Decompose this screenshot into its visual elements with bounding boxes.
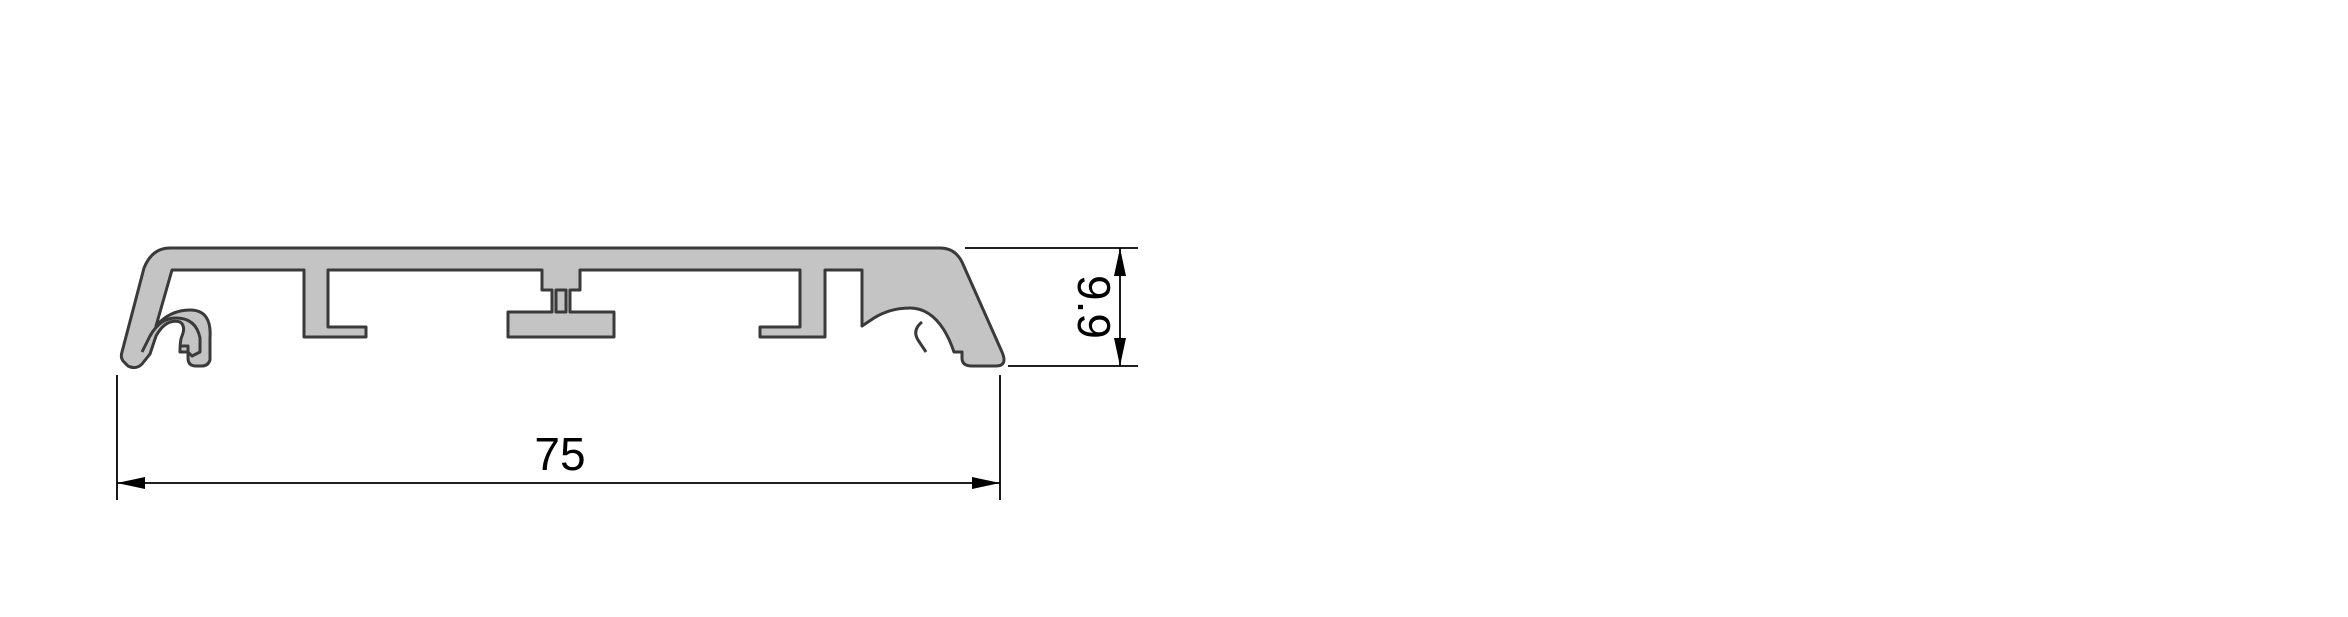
right-clip-hook (914, 320, 928, 353)
width-dimension-label: 75 (534, 428, 585, 480)
left-clip-hook (140, 316, 202, 358)
center-rib-notch (554, 288, 568, 314)
height-dimension: 9.9 (965, 247, 1138, 367)
height-arrow-bottom (1114, 338, 1126, 366)
width-dimension: 75 (116, 375, 1001, 500)
width-arrow-right (972, 477, 1000, 489)
height-arrow-top (1114, 248, 1126, 276)
width-arrow-left (117, 477, 145, 489)
height-dimension-label: 9.9 (1068, 275, 1120, 339)
extrusion-profile (119, 246, 1006, 370)
